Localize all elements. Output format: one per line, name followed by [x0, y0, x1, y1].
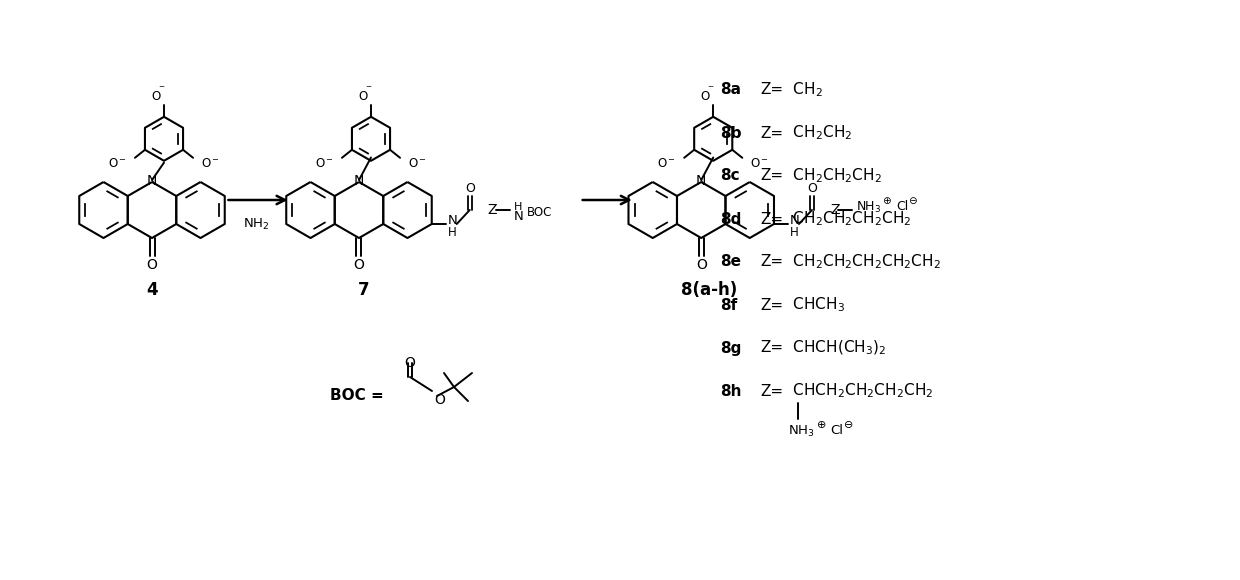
Text: CH$_2$CH$_2$CH$_2$CH$_2$CH$_2$: CH$_2$CH$_2$CH$_2$CH$_2$CH$_2$ — [787, 253, 941, 271]
Text: Z=: Z= — [760, 255, 784, 270]
Text: 4: 4 — [146, 281, 157, 299]
Text: Z: Z — [487, 203, 497, 217]
Text: CH$_2$CH$_2$: CH$_2$CH$_2$ — [787, 124, 852, 142]
Text: 8b: 8b — [720, 125, 742, 140]
Text: O: O — [151, 90, 161, 103]
Text: O: O — [146, 258, 157, 272]
Text: O$^-$: O$^-$ — [657, 157, 676, 171]
Text: O: O — [358, 90, 367, 103]
Text: $\ominus$: $\ominus$ — [908, 194, 918, 205]
Text: 8e: 8e — [720, 255, 742, 270]
Text: Z=: Z= — [760, 169, 784, 183]
Text: BOC: BOC — [527, 206, 552, 219]
Text: O: O — [696, 258, 707, 272]
Text: O$^-$: O$^-$ — [315, 157, 334, 171]
Text: O: O — [434, 393, 445, 407]
Text: O$^-$: O$^-$ — [108, 157, 126, 171]
Text: 8c: 8c — [720, 169, 739, 183]
Text: CH$_2$: CH$_2$ — [787, 81, 823, 99]
Text: NH$_3$: NH$_3$ — [856, 200, 882, 215]
Text: Z=: Z= — [760, 82, 784, 97]
Text: CHCH$_2$CH$_2$CH$_2$CH$_2$: CHCH$_2$CH$_2$CH$_2$CH$_2$ — [787, 382, 934, 400]
Text: O: O — [404, 356, 415, 370]
Text: Z=: Z= — [760, 383, 784, 398]
Text: Z=: Z= — [760, 212, 784, 227]
Text: Z=: Z= — [760, 125, 784, 140]
Text: O: O — [701, 90, 709, 103]
Text: $^-$: $^-$ — [706, 84, 714, 94]
Text: N: N — [353, 174, 365, 188]
Text: 8d: 8d — [720, 212, 742, 227]
Text: $\ominus$: $\ominus$ — [843, 419, 853, 430]
Text: Z=: Z= — [760, 298, 784, 313]
Text: Z: Z — [830, 203, 839, 217]
Text: CH$_2$CH$_2$CH$_2$CH$_2$: CH$_2$CH$_2$CH$_2$CH$_2$ — [787, 209, 911, 229]
Text: Cl: Cl — [830, 425, 843, 437]
Text: N: N — [513, 209, 523, 223]
Text: BOC =: BOC = — [330, 387, 383, 403]
Text: CH$_2$CH$_2$CH$_2$: CH$_2$CH$_2$CH$_2$ — [787, 166, 882, 186]
Text: NH$_3$: NH$_3$ — [787, 423, 815, 438]
Text: Z=: Z= — [760, 340, 784, 356]
Text: NH$_2$: NH$_2$ — [243, 216, 269, 231]
Text: H: H — [448, 226, 456, 238]
Text: 8f: 8f — [720, 298, 738, 313]
Text: N: N — [696, 174, 707, 188]
Text: 8g: 8g — [720, 340, 742, 356]
Text: 7: 7 — [358, 281, 370, 299]
Text: $\oplus$: $\oplus$ — [882, 194, 892, 205]
Text: $^-$: $^-$ — [156, 84, 165, 94]
Text: N: N — [146, 174, 157, 188]
Text: 8(a-h): 8(a-h) — [681, 281, 738, 299]
Text: Cl: Cl — [897, 201, 908, 213]
Text: N: N — [790, 215, 800, 227]
Text: H: H — [790, 226, 799, 238]
Text: O: O — [807, 182, 817, 194]
Text: O$^-$: O$^-$ — [201, 157, 219, 171]
Text: $\oplus$: $\oplus$ — [816, 419, 826, 430]
Text: O$^-$: O$^-$ — [408, 157, 427, 171]
Text: O: O — [465, 182, 475, 194]
Text: $^-$: $^-$ — [363, 84, 372, 94]
Text: H: H — [513, 202, 522, 212]
Text: 8a: 8a — [720, 82, 742, 97]
Text: CHCH(CH$_3$)$_2$: CHCH(CH$_3$)$_2$ — [787, 339, 887, 357]
Text: O: O — [353, 258, 365, 272]
Text: N: N — [448, 215, 458, 227]
Text: CHCH$_3$: CHCH$_3$ — [787, 296, 846, 314]
Text: 8h: 8h — [720, 383, 742, 398]
Text: O$^-$: O$^-$ — [750, 157, 769, 171]
